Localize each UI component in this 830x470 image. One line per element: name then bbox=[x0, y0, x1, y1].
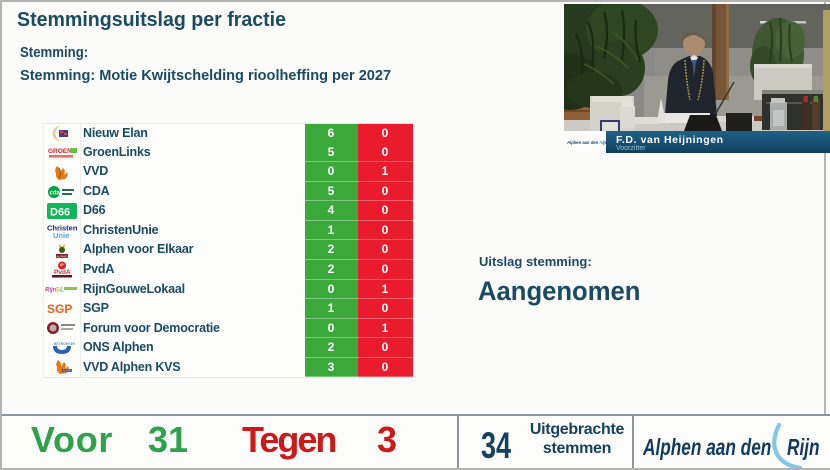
svg-text:Unie: Unie bbox=[53, 231, 69, 239]
svg-text:BETROKKEN: BETROKKEN bbox=[54, 342, 75, 346]
svg-text:PvdA: PvdA bbox=[54, 269, 71, 276]
svg-text:SGP: SGP bbox=[47, 302, 72, 315]
svg-text:L: L bbox=[60, 288, 64, 294]
svg-text:Alphen aan den: Alphen aan den bbox=[643, 436, 771, 461]
svg-text:Rijn: Rijn bbox=[45, 288, 57, 294]
svg-text:GROEN: GROEN bbox=[48, 148, 72, 155]
svg-text:G: G bbox=[55, 288, 60, 294]
svg-text:ALPHEN: ALPHEN bbox=[57, 254, 69, 258]
svg-text:ALPHEN: ALPHEN bbox=[63, 369, 74, 373]
svg-text:cda: cda bbox=[50, 190, 61, 196]
svg-text:Christen: Christen bbox=[47, 223, 78, 232]
svg-text:D66: D66 bbox=[50, 207, 70, 219]
svg-text:Rijn: Rijn bbox=[787, 436, 820, 461]
